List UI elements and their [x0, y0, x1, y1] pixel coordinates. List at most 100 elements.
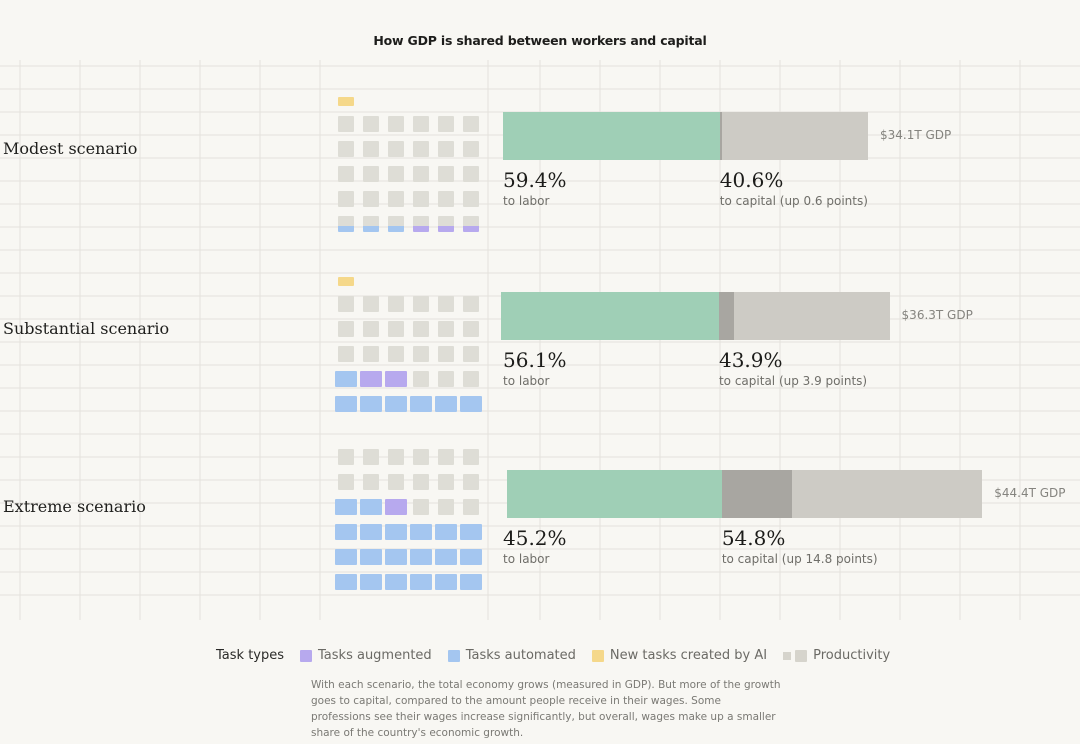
waffle-cell-partial	[438, 216, 454, 232]
waffle-cell-productivity	[388, 296, 404, 312]
legend-label-productivity: Productivity	[813, 648, 891, 663]
capital-increase-segment	[719, 112, 722, 160]
waffle-cell-partial	[338, 216, 354, 232]
waffle-cell-productivity	[463, 166, 479, 182]
capital-percent: 54.8%	[721, 526, 786, 550]
waffle-cell-automated	[385, 574, 407, 590]
waffle-cell-productivity	[438, 191, 454, 207]
waffle-cell-productivity	[338, 191, 354, 207]
waffle-cell-productivity	[388, 474, 404, 490]
productivity-small-swatch	[783, 651, 792, 660]
waffle-cell-productivity	[438, 166, 454, 182]
labor-segment	[507, 470, 722, 518]
capital-segment	[734, 292, 890, 340]
waffle-cell-productivity	[338, 116, 354, 132]
waffle-cell-automated	[460, 574, 482, 590]
waffle-cell-productivity	[438, 116, 454, 132]
waffle-cell-productivity	[438, 474, 454, 490]
waffle-cell-augmented	[385, 499, 407, 515]
waffle-cell-productivity	[438, 499, 454, 515]
waffle-cell-productivity	[338, 141, 354, 157]
waffle-cell-augmented	[360, 371, 382, 387]
legend-item-productivity: Productivity	[783, 648, 890, 663]
waffle-cell-automated	[335, 396, 357, 412]
labor-sublabel: to labor	[503, 194, 550, 208]
waffle-cell-productivity	[438, 371, 454, 387]
waffle-cell-productivity	[388, 141, 404, 157]
waffle-cell-productivity	[413, 371, 429, 387]
waffle-cell-automated	[435, 574, 457, 590]
waffle-cell-productivity	[363, 116, 379, 132]
gdp-label: $34.1T GDP	[880, 128, 952, 142]
waffle-cell-productivity	[438, 141, 454, 157]
scenario-label: Extreme scenario	[3, 497, 146, 516]
automated-swatch	[447, 649, 460, 662]
labor-percent: 59.4%	[503, 168, 567, 192]
waffle-cell-productivity	[413, 116, 429, 132]
waffle-cell-productivity	[463, 296, 479, 312]
waffle-cell-automated	[360, 574, 382, 590]
waffle-cell-automated	[385, 396, 407, 412]
legend-label-augmented: Tasks augmented	[318, 648, 432, 663]
productivity-swatch	[795, 649, 808, 662]
capital-percent: 40.6%	[719, 168, 784, 192]
waffle-cell-automated	[335, 574, 357, 590]
waffle-cell-productivity	[388, 166, 404, 182]
waffle-cell-automated	[335, 524, 357, 540]
waffle-cell-automated	[410, 549, 432, 565]
waffle-cell-productivity	[463, 346, 479, 362]
waffle-cell-productivity	[338, 474, 354, 490]
legend-item-new-tasks: New tasks created by AI	[591, 648, 767, 663]
legend: Task types Tasks augmented Tasks automat…	[216, 648, 906, 663]
gdp-label: $36.3T GDP	[901, 308, 973, 322]
waffle-cell-automated	[360, 396, 382, 412]
waffle-cell-automated	[360, 549, 382, 565]
waffle-cell-automated	[460, 524, 482, 540]
waffle-cell-productivity	[413, 346, 429, 362]
waffle-cell-productivity	[338, 346, 354, 362]
waffle-cell-productivity	[463, 449, 479, 465]
waffle-cell-productivity	[438, 449, 454, 465]
waffle-cell-productivity	[363, 346, 379, 362]
waffle-cell-productivity	[463, 474, 479, 490]
waffle-cell-productivity	[338, 321, 354, 337]
capital-increase-segment	[721, 470, 793, 518]
waffle-cell-productivity	[413, 166, 429, 182]
waffle-cell-partial	[463, 216, 479, 232]
waffle-cell-automated	[435, 524, 457, 540]
new-tasks-swatch	[591, 649, 604, 662]
labor-sublabel: to labor	[503, 552, 550, 566]
waffle-cell-partial	[388, 216, 404, 232]
waffle-cell-productivity	[388, 191, 404, 207]
waffle-cell-automated	[435, 549, 457, 565]
waffle-cell-new-task	[338, 97, 354, 106]
labor-percent: 56.1%	[503, 348, 567, 372]
capital-sublabel: to capital (up 3.9 points)	[718, 374, 868, 388]
legend-label-automated: Tasks automated	[465, 648, 576, 663]
waffle-cell-automated	[335, 499, 357, 515]
waffle-cell-productivity	[463, 371, 479, 387]
waffle-cell-productivity	[438, 346, 454, 362]
waffle-cell-productivity	[363, 474, 379, 490]
waffle-cell-productivity	[363, 166, 379, 182]
waffle-cell-productivity	[338, 449, 354, 465]
waffle-cell-productivity	[413, 141, 429, 157]
gdp-bar	[503, 112, 868, 160]
waffle-cell-partial	[413, 216, 429, 232]
waffle-cell-automated	[410, 524, 432, 540]
waffle-cell-productivity	[413, 499, 429, 515]
waffle-cell-automated	[435, 396, 457, 412]
gdp-label: $44.4T GDP	[994, 486, 1066, 500]
waffle-cell-automated	[410, 574, 432, 590]
waffle-cell-productivity	[388, 321, 404, 337]
waffle-cell-productivity	[388, 346, 404, 362]
waffle-cell-productivity	[363, 191, 379, 207]
waffle-cell-productivity	[463, 321, 479, 337]
scenario-label: Modest scenario	[3, 139, 138, 158]
waffle-cell-automated	[460, 549, 482, 565]
waffle-cell-productivity	[463, 499, 479, 515]
gdp-bar	[501, 292, 890, 340]
waffle-cell-productivity	[438, 296, 454, 312]
caption: With each scenario, the total economy gr…	[311, 679, 781, 739]
scenario-label: Substantial scenario	[3, 319, 170, 338]
